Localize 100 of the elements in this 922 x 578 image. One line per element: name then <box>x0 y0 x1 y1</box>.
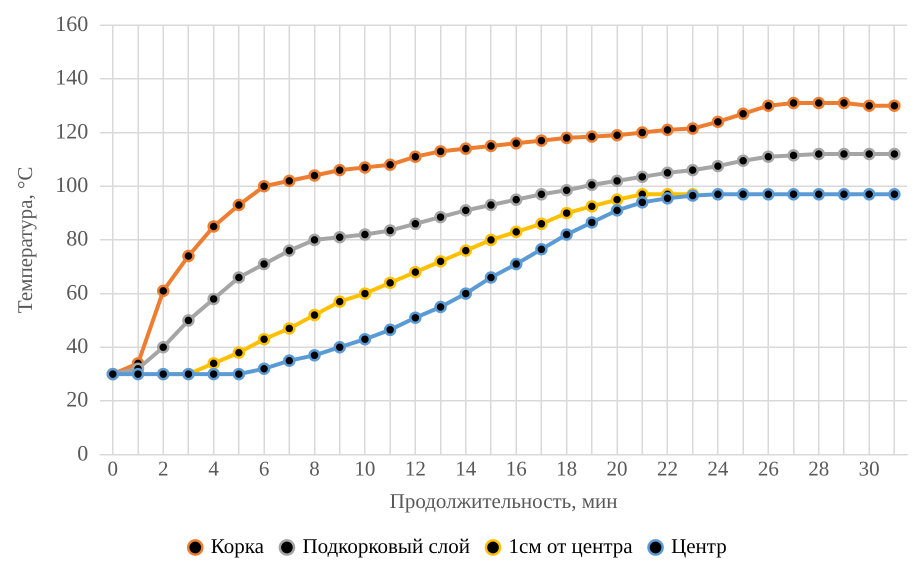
point <box>207 292 220 306</box>
point <box>762 99 775 112</box>
x-axis-title: Продолжительность, мин <box>390 488 618 513</box>
point <box>787 96 800 110</box>
point <box>484 140 498 152</box>
point <box>156 284 170 298</box>
point <box>636 196 649 209</box>
point <box>510 193 522 206</box>
point <box>207 357 220 370</box>
y-tick-label: 20 <box>66 386 88 412</box>
point <box>888 148 901 160</box>
point <box>434 210 447 224</box>
x-tick-label: 20 <box>606 456 628 481</box>
x-tick-label: 8 <box>309 456 320 481</box>
y-tick-label: 120 <box>55 118 88 144</box>
point <box>636 170 649 184</box>
point <box>283 322 296 335</box>
point <box>812 148 826 160</box>
point <box>812 96 826 110</box>
point <box>610 174 624 188</box>
point <box>610 128 624 142</box>
point <box>736 188 750 201</box>
x-tick-label: 26 <box>758 456 779 481</box>
point <box>586 216 598 229</box>
point <box>182 250 195 262</box>
x-tick-label: 28 <box>808 456 830 481</box>
point <box>510 258 522 270</box>
point <box>712 116 724 128</box>
point <box>258 362 270 375</box>
point <box>308 234 321 246</box>
point <box>283 244 296 257</box>
point <box>812 188 826 201</box>
point <box>862 99 876 112</box>
point <box>460 142 472 155</box>
point <box>560 228 573 241</box>
point <box>333 164 346 176</box>
x-tick-label: 14 <box>455 456 477 481</box>
point <box>736 108 750 120</box>
point <box>636 126 649 139</box>
point <box>384 158 396 172</box>
x-tick-label: 10 <box>354 456 376 481</box>
point <box>535 188 548 201</box>
point <box>838 96 850 110</box>
point <box>232 368 246 380</box>
point <box>661 192 674 205</box>
x-tick-label: 0 <box>108 456 118 481</box>
y-axis-title: Температура, °C <box>13 166 38 314</box>
point <box>283 174 296 188</box>
point <box>610 204 624 217</box>
point <box>156 341 170 354</box>
point <box>586 178 598 192</box>
point <box>586 130 598 143</box>
x-tick-label: 30 <box>858 456 880 481</box>
point <box>661 124 674 136</box>
point <box>787 149 800 162</box>
point <box>535 218 548 230</box>
y-tick-label: 100 <box>55 172 88 198</box>
point <box>409 266 422 278</box>
point <box>888 99 901 112</box>
point <box>535 243 548 256</box>
y-tick-label: 140 <box>55 64 88 90</box>
point <box>358 332 372 346</box>
point <box>484 271 498 284</box>
point <box>384 224 396 237</box>
point <box>232 198 246 212</box>
y-tick-label: 40 <box>66 333 88 358</box>
point <box>686 164 699 176</box>
point <box>384 276 396 290</box>
x-tick-label: 18 <box>556 456 578 481</box>
point <box>283 354 296 367</box>
y-tick-label: 160 <box>55 10 88 36</box>
point <box>510 226 522 238</box>
point <box>510 137 522 150</box>
point <box>258 332 270 346</box>
x-tick-label: 24 <box>707 456 729 481</box>
legend-label: Центр <box>671 534 727 558</box>
point <box>333 341 346 354</box>
x-tick-label: 12 <box>404 456 426 481</box>
point <box>661 166 674 180</box>
point <box>484 198 498 212</box>
point <box>862 188 876 201</box>
point <box>434 300 447 314</box>
y-tick-label: 60 <box>66 279 88 304</box>
point <box>358 161 372 174</box>
point <box>460 204 472 217</box>
point <box>409 218 422 230</box>
point <box>333 230 346 244</box>
x-tick-label: 2 <box>158 456 168 481</box>
point <box>232 346 246 359</box>
y-tick-label: 80 <box>66 226 88 251</box>
point <box>434 145 447 158</box>
point <box>712 160 724 172</box>
point <box>258 180 270 192</box>
point <box>610 193 624 206</box>
point <box>308 349 321 362</box>
point <box>333 295 346 308</box>
point <box>384 324 396 336</box>
point <box>712 188 724 201</box>
point <box>560 206 573 220</box>
point <box>182 314 195 327</box>
